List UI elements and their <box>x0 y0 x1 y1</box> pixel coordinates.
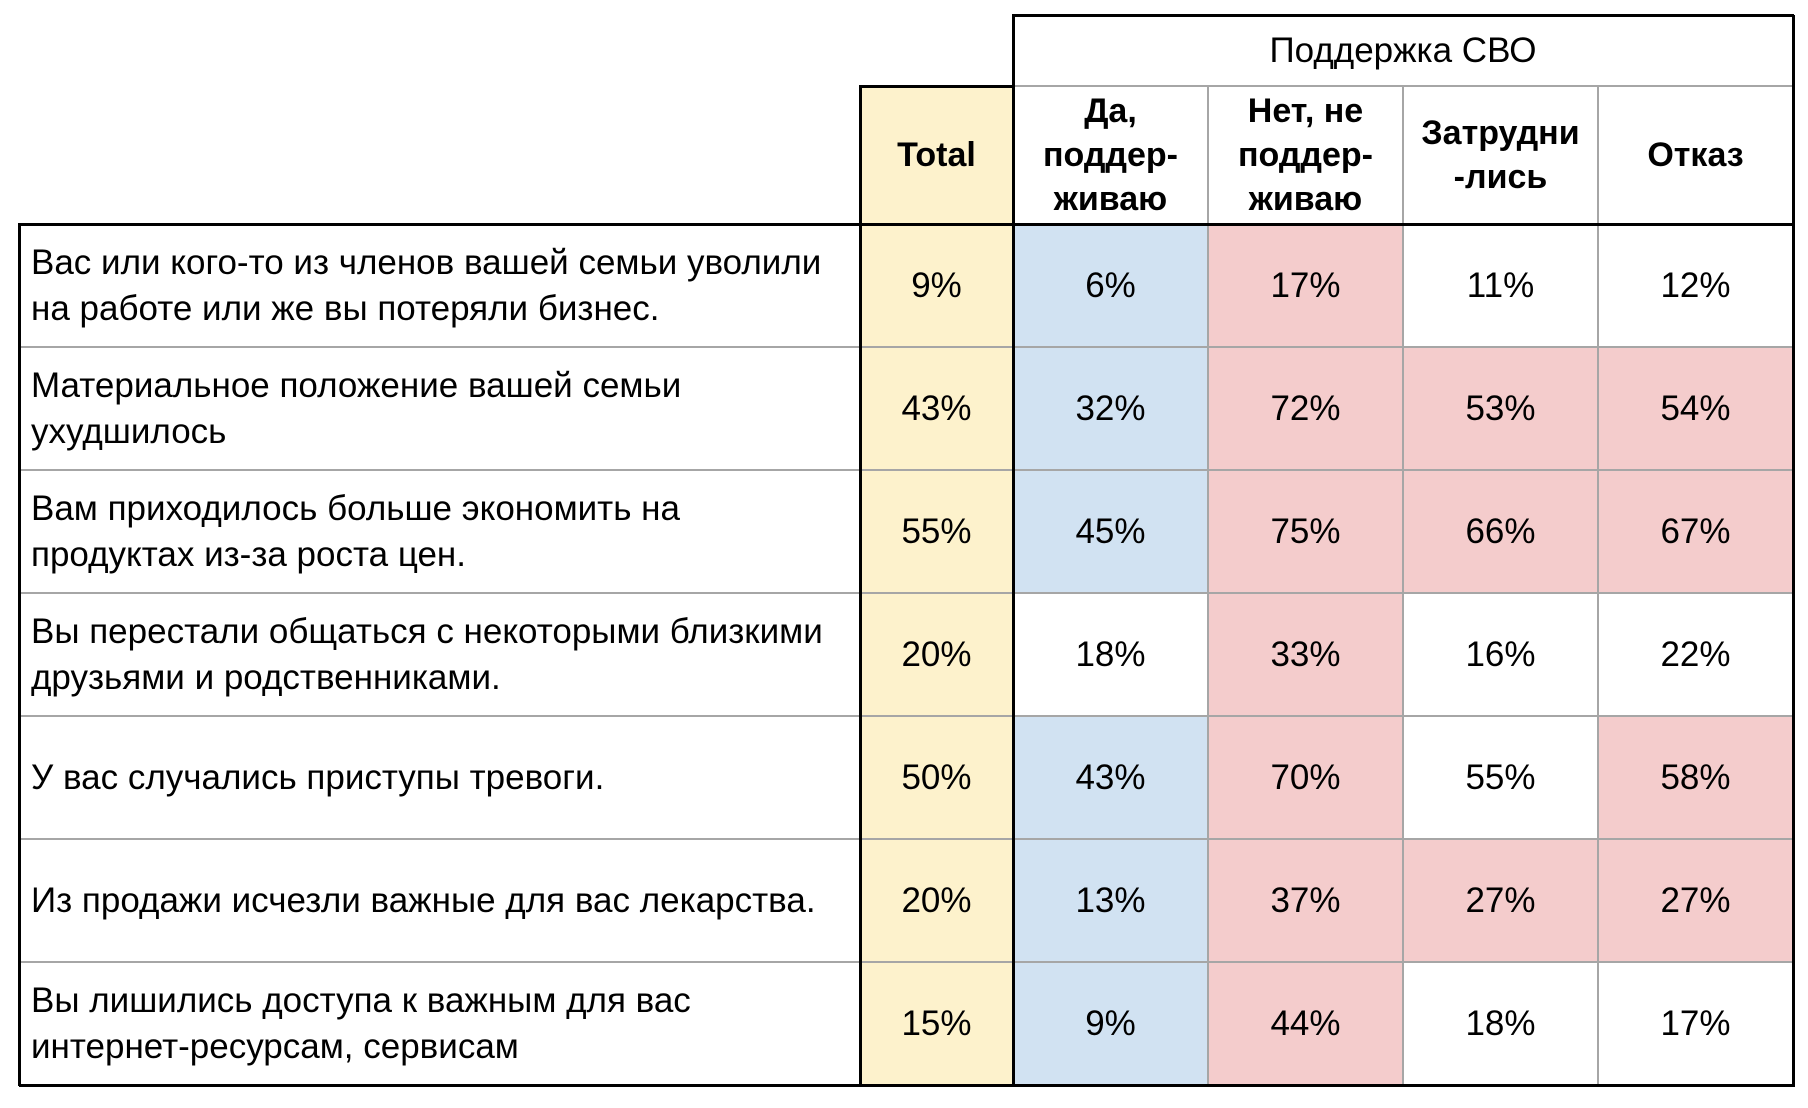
data-cell: 75% <box>1208 470 1403 593</box>
column-divider <box>1207 86 1209 1085</box>
data-cell: 18% <box>1013 593 1208 716</box>
data-cell: 20% <box>860 593 1013 716</box>
data-cell: 17% <box>1208 224 1403 347</box>
group-divider <box>1013 85 1793 87</box>
data-cell: 13% <box>1013 839 1208 962</box>
data-cell: 50% <box>860 716 1013 839</box>
data-cell: 16% <box>1403 593 1598 716</box>
border-group-top <box>1012 14 1794 17</box>
data-cell: 18% <box>1403 962 1598 1085</box>
data-cell: 44% <box>1208 962 1403 1085</box>
data-cell: 12% <box>1598 224 1793 347</box>
row-label: У вас случались приступы тревоги. <box>19 716 860 839</box>
column-header-3: Затрудни -лись <box>1403 86 1598 224</box>
column-header-4: Отказ <box>1598 86 1793 224</box>
data-cell: 53% <box>1403 347 1598 470</box>
data-cell: 27% <box>1403 839 1598 962</box>
row-label: Вы лишились доступа к важным для вас инт… <box>19 962 860 1085</box>
data-cell: 45% <box>1013 470 1208 593</box>
column-header-total: Total <box>860 86 1013 224</box>
data-cell: 54% <box>1598 347 1793 470</box>
data-cell: 58% <box>1598 716 1793 839</box>
row-divider <box>19 469 1793 471</box>
data-cell: 27% <box>1598 839 1793 962</box>
data-cell: 55% <box>860 470 1013 593</box>
row-label: Вам приходилось больше экономить на прод… <box>19 470 860 593</box>
row-label: Вы перестали общаться с некоторыми близк… <box>19 593 860 716</box>
border-right <box>1792 15 1795 1087</box>
data-cell: 11% <box>1403 224 1598 347</box>
data-cell: 9% <box>860 224 1013 347</box>
row-divider <box>19 961 1793 963</box>
data-cell: 67% <box>1598 470 1793 593</box>
data-cell: 32% <box>1013 347 1208 470</box>
border-left <box>18 223 21 1086</box>
border-body-bottom <box>19 1084 1795 1087</box>
data-cell: 15% <box>860 962 1013 1085</box>
data-cell: 55% <box>1403 716 1598 839</box>
border-body-top <box>19 223 1793 226</box>
row-label: Вас или кого-то из членов вашей семьи ув… <box>19 224 860 347</box>
border-total-top <box>859 85 1014 88</box>
group-header: Поддержка СВО <box>1013 15 1793 86</box>
row-label: Материальное положение вашей семьи ухудш… <box>19 347 860 470</box>
data-cell: 22% <box>1598 593 1793 716</box>
row-divider <box>19 592 1793 594</box>
data-cell: 70% <box>1208 716 1403 839</box>
border-total-left <box>859 85 862 1086</box>
data-cell: 20% <box>860 839 1013 962</box>
border-total-right <box>1012 15 1015 1087</box>
data-cell: 43% <box>1013 716 1208 839</box>
data-cell: 66% <box>1403 470 1598 593</box>
column-divider <box>1597 86 1599 1085</box>
data-cell: 17% <box>1598 962 1793 1085</box>
row-divider <box>19 346 1793 348</box>
row-label: Из продажи исчезли важные для вас лекарс… <box>19 839 860 962</box>
data-cell: 33% <box>1208 593 1403 716</box>
column-divider <box>1402 86 1404 1085</box>
data-cell: 43% <box>860 347 1013 470</box>
row-divider <box>19 715 1793 717</box>
data-cell: 6% <box>1013 224 1208 347</box>
column-header-2: Нет, не поддер- живаю <box>1208 86 1403 224</box>
row-divider <box>19 838 1793 840</box>
data-cell: 9% <box>1013 962 1208 1085</box>
data-cell: 72% <box>1208 347 1403 470</box>
column-header-1: Да, поддер- живаю <box>1013 86 1208 224</box>
data-cell: 37% <box>1208 839 1403 962</box>
